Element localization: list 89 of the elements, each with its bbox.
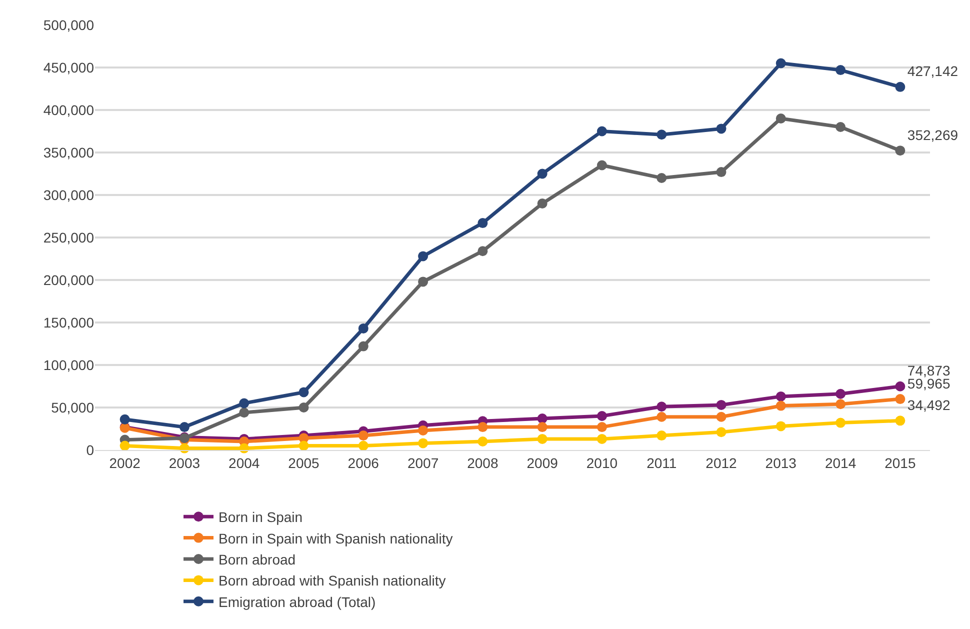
point: [836, 388, 846, 399]
x-tick-label: 2006: [348, 454, 380, 471]
y-tick-label: 300,000: [43, 186, 94, 203]
data-label: 74,873: [907, 362, 950, 379]
point: [716, 412, 726, 422]
data-label: 34,492: [907, 396, 950, 413]
point: [478, 422, 488, 432]
point: [836, 399, 846, 410]
x-tick-label: 2015: [884, 454, 916, 471]
point: [836, 122, 846, 132]
legend-label: Emigration abroad (Total): [218, 594, 376, 610]
y-tick-label: 100,000: [43, 356, 94, 373]
y-tick-label: 500,000: [43, 16, 94, 33]
point: [596, 126, 607, 136]
x-tick-label: 2010: [586, 454, 618, 471]
point: [895, 82, 906, 92]
y-tick-label: 200,000: [43, 272, 94, 288]
point: [596, 422, 607, 432]
point: [298, 440, 309, 451]
point: [656, 430, 667, 441]
x-tick-label: 2014: [824, 454, 856, 471]
x-tick-label: 2013: [765, 454, 797, 471]
point: [298, 402, 309, 412]
x-tick-label: 2003: [168, 454, 200, 471]
point: [776, 400, 786, 411]
point: [478, 218, 488, 228]
point: [418, 438, 428, 448]
legend-label: Born in Spain with Spanish nationality: [218, 530, 453, 546]
y-tick-label: 0: [86, 442, 94, 458]
y-tick-label: 250,000: [43, 229, 94, 246]
point: [656, 412, 667, 422]
data-label: 427,142: [907, 63, 958, 80]
point: [776, 58, 786, 68]
x-tick-label: 2012: [706, 454, 738, 471]
point: [418, 425, 428, 436]
point: [537, 168, 548, 179]
point: [656, 130, 667, 140]
point: [418, 276, 428, 287]
x-tick-label: 2011: [646, 454, 677, 471]
point: [895, 416, 906, 426]
point: [836, 65, 846, 76]
legend-label: Born abroad with Spanish nationality: [218, 572, 446, 589]
point: [656, 173, 667, 183]
point: [120, 440, 130, 451]
point: [895, 381, 906, 392]
y-tick-label: 400,000: [43, 102, 94, 118]
x-tick-label: 2004: [228, 454, 260, 471]
point: [836, 418, 846, 428]
point: [358, 430, 368, 441]
point: [478, 436, 488, 446]
point: [537, 198, 548, 208]
point: [776, 114, 786, 124]
data-label: 352,269: [907, 126, 958, 143]
point: [298, 387, 309, 398]
point: [179, 422, 190, 432]
point: [358, 341, 368, 352]
point: [358, 440, 368, 451]
x-tick-label: 2002: [109, 454, 141, 471]
y-tick-label: 450,000: [43, 59, 94, 76]
point: [716, 124, 726, 134]
point: [716, 427, 726, 438]
y-tick-label: 50,000: [51, 399, 94, 416]
point: [537, 414, 548, 424]
y-tick-label: 150,000: [43, 314, 94, 330]
point: [239, 408, 250, 418]
point: [418, 251, 428, 262]
point: [895, 394, 906, 404]
point: [596, 411, 607, 421]
x-tick-label: 2007: [407, 454, 439, 471]
point: [656, 402, 667, 412]
y-tick-label: 350,000: [43, 144, 94, 160]
point: [358, 323, 368, 334]
point: [537, 434, 548, 444]
point: [596, 160, 607, 170]
point: [478, 246, 488, 256]
x-tick-label: 2009: [526, 454, 558, 471]
legend-label: Born in Spain: [218, 509, 303, 526]
point: [716, 400, 726, 410]
point: [537, 422, 548, 432]
point: [239, 398, 250, 408]
point: [895, 146, 906, 156]
point: [596, 434, 607, 444]
x-tick-label: 2008: [467, 454, 498, 471]
point: [120, 414, 130, 424]
point: [716, 167, 726, 178]
x-tick-label: 2005: [288, 454, 320, 471]
point: [776, 391, 786, 402]
point: [776, 421, 786, 432]
legend-label: Born abroad: [218, 551, 296, 568]
